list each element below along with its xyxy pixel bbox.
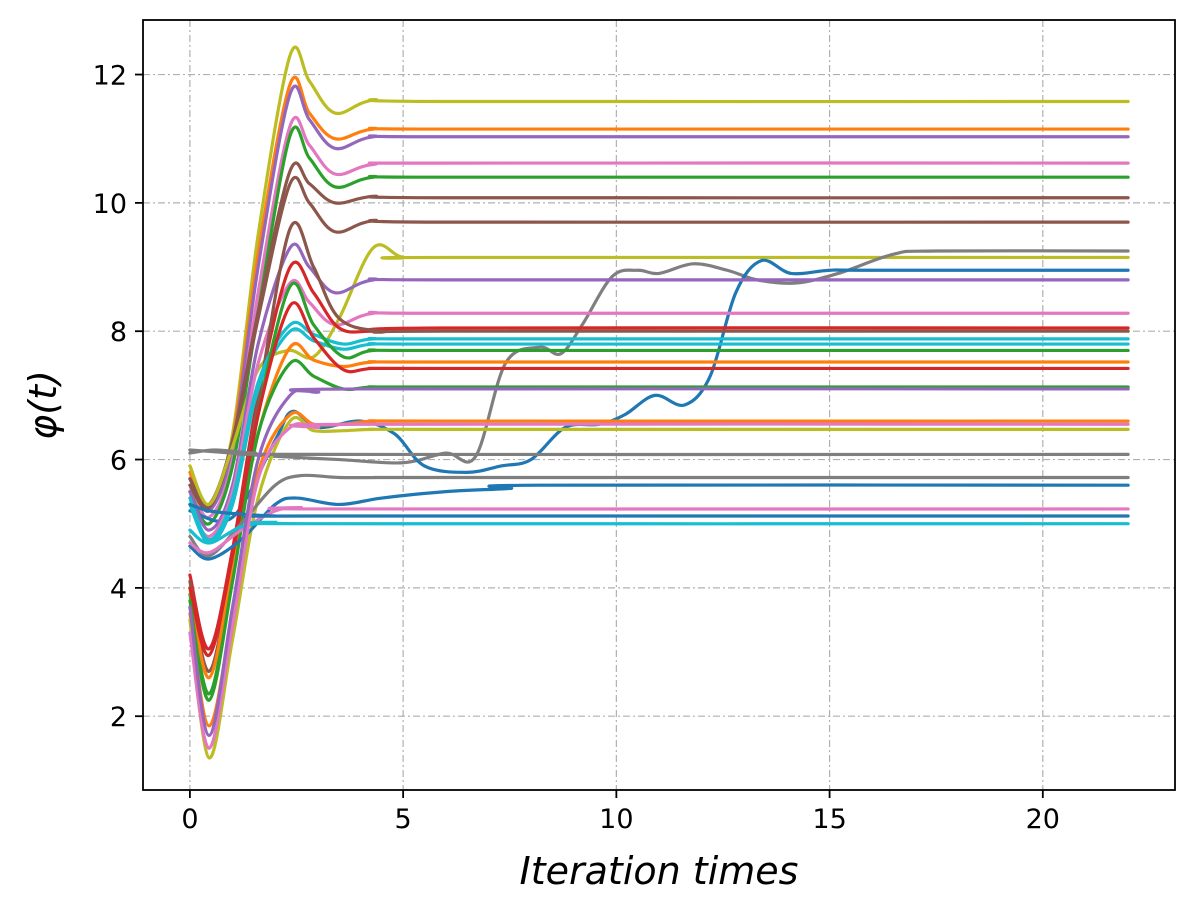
series-line-s23 — [188, 448, 1130, 457]
series-line-s22 — [188, 416, 1130, 760]
x-tick-label: 5 — [395, 804, 412, 835]
series-line-s25 — [188, 483, 1130, 561]
series-line-s30 — [188, 387, 1130, 738]
series-line-s19 — [188, 301, 1130, 657]
x-axis-label: Iteration times — [520, 849, 799, 893]
x-tick-label: 15 — [812, 804, 846, 835]
axis-ticks: 0 5 10 15 20 2 4 6 8 10 12 — [93, 61, 1060, 835]
y-tick-label: 6 — [110, 446, 127, 477]
series-line-s8 — [188, 243, 1130, 507]
y-tick-label: 8 — [110, 317, 127, 348]
series-line-s9 — [188, 249, 1130, 465]
series-line-s5 — [188, 125, 1130, 526]
y-axis-label: φ(t) — [21, 370, 65, 440]
y-tick-label: 4 — [110, 574, 127, 605]
y-tick-label: 2 — [110, 702, 127, 733]
y-tick-label: 12 — [93, 61, 127, 92]
x-tick-label: 10 — [599, 804, 633, 835]
series-line-s20 — [188, 359, 1130, 702]
series-line-s12 — [188, 279, 1130, 539]
series-lines — [188, 45, 1130, 760]
y-tick-label: 10 — [93, 189, 127, 220]
series-line-s15 — [188, 320, 1130, 542]
x-tick-label: 20 — [1026, 804, 1060, 835]
series-line-s26 — [188, 506, 1130, 555]
plot-frame — [142, 19, 1176, 791]
series-line-s29 — [188, 422, 1130, 750]
x-tick-label: 0 — [181, 804, 198, 835]
series-line-s18 — [188, 342, 1130, 680]
